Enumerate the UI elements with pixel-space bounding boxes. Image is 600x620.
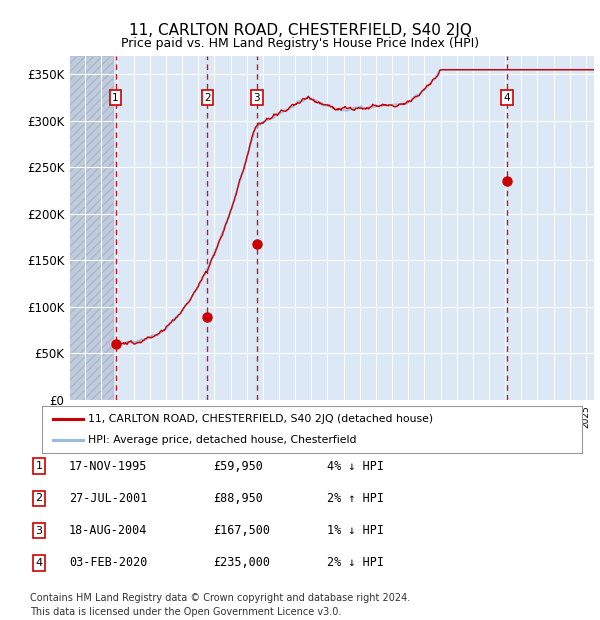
Text: 11, CARLTON ROAD, CHESTERFIELD, S40 2JQ (detached house): 11, CARLTON ROAD, CHESTERFIELD, S40 2JQ … bbox=[88, 414, 433, 423]
Text: 27-JUL-2001: 27-JUL-2001 bbox=[69, 492, 148, 505]
Text: Contains HM Land Registry data © Crown copyright and database right 2024.
This d: Contains HM Land Registry data © Crown c… bbox=[30, 593, 410, 617]
Text: 4% ↓ HPI: 4% ↓ HPI bbox=[327, 460, 384, 472]
Text: 2: 2 bbox=[204, 92, 211, 103]
Text: 2% ↑ HPI: 2% ↑ HPI bbox=[327, 492, 384, 505]
Text: 1: 1 bbox=[35, 461, 43, 471]
Text: 4: 4 bbox=[503, 92, 510, 103]
Text: 3: 3 bbox=[254, 92, 260, 103]
Text: Price paid vs. HM Land Registry's House Price Index (HPI): Price paid vs. HM Land Registry's House … bbox=[121, 37, 479, 50]
Text: £59,950: £59,950 bbox=[213, 460, 263, 472]
Text: 17-NOV-1995: 17-NOV-1995 bbox=[69, 460, 148, 472]
Text: 1% ↓ HPI: 1% ↓ HPI bbox=[327, 525, 384, 537]
Text: £167,500: £167,500 bbox=[213, 525, 270, 537]
Text: 4: 4 bbox=[35, 558, 43, 568]
Text: 3: 3 bbox=[35, 526, 43, 536]
Text: 11, CARLTON ROAD, CHESTERFIELD, S40 2JQ: 11, CARLTON ROAD, CHESTERFIELD, S40 2JQ bbox=[128, 23, 472, 38]
Text: 2% ↓ HPI: 2% ↓ HPI bbox=[327, 557, 384, 569]
Text: £88,950: £88,950 bbox=[213, 492, 263, 505]
Text: 03-FEB-2020: 03-FEB-2020 bbox=[69, 557, 148, 569]
Text: 1: 1 bbox=[112, 92, 119, 103]
Bar bbox=[69, 56, 113, 400]
Text: £235,000: £235,000 bbox=[213, 557, 270, 569]
Text: 18-AUG-2004: 18-AUG-2004 bbox=[69, 525, 148, 537]
Text: 2: 2 bbox=[35, 494, 43, 503]
Text: HPI: Average price, detached house, Chesterfield: HPI: Average price, detached house, Ches… bbox=[88, 435, 356, 445]
